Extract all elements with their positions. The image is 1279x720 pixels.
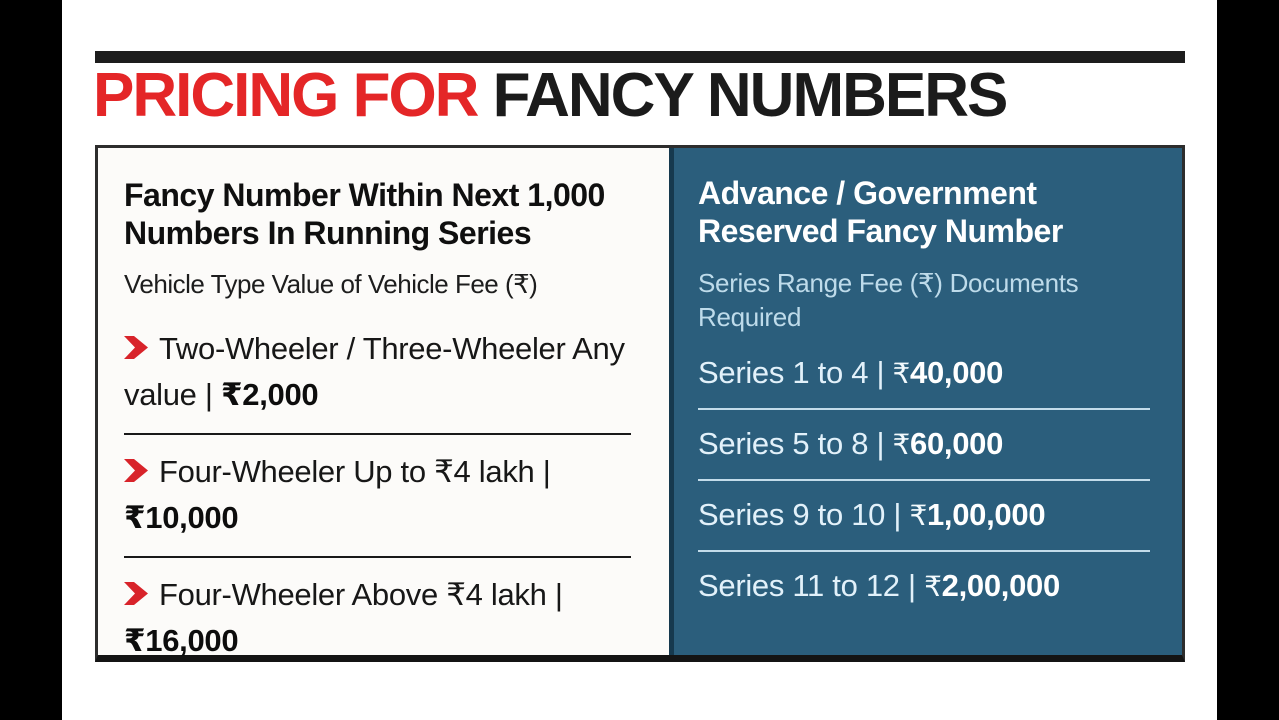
series-row-amount: 1,00,000	[926, 496, 1046, 532]
divider	[698, 408, 1150, 411]
pricing-item-amount: ₹10,000	[124, 500, 239, 536]
running-series-subheading: Vehicle Type Value of Vehicle Fee (₹)	[124, 268, 538, 299]
reserved-heading: Advance / Government Reserved Fancy Numb…	[698, 175, 1063, 250]
reserved-subheading: Series Range Fee (₹) Documents Required	[698, 267, 1079, 332]
page-title: PRICING FOR FANCY NUMBERS	[93, 61, 1009, 130]
pricing-item-text: Four-Wheeler Above ₹4 lakh |	[159, 576, 563, 612]
series-row-label: Series 9 to 10 |	[698, 496, 910, 532]
page-title-black: FANCY NUMBERS	[477, 61, 1009, 130]
divider	[124, 432, 631, 435]
running-series-panel: Fancy Number Within Next 1,000 Numbers I…	[98, 148, 669, 658]
pricing-item-text: Two-Wheeler / Three-Wheeler Any value |	[124, 330, 625, 413]
pricing-item-four-wheeler-above: Four-Wheeler Above ₹4 lakh | ₹16,000	[124, 572, 645, 665]
pricing-item-four-wheeler-upto: Four-Wheeler Up to ₹4 lakh | ₹10,000	[124, 449, 645, 542]
series-row-11-to-12: Series 11 to 12 | ₹2,00,000	[698, 567, 1162, 606]
series-row-amount: 60,000	[910, 426, 1004, 462]
series-row-label: Series 5 to 8 |	[698, 426, 893, 462]
series-row-amount: 40,000	[910, 355, 1004, 391]
rupee-symbol: ₹	[892, 358, 911, 390]
arrow-bullet-icon	[124, 572, 149, 619]
series-row-5-to-8: Series 5 to 8 | ₹60,000	[698, 425, 1162, 464]
pricing-item-amount: ₹16,000	[124, 623, 239, 659]
series-row-label: Series 11 to 12 |	[698, 567, 925, 603]
pricing-item-two-three-wheeler: Two-Wheeler / Three-Wheeler Any value | …	[124, 326, 645, 419]
top-rule	[95, 51, 1185, 63]
reserved-fancy-panel: Advance / Government Reserved Fancy Numb…	[669, 148, 1182, 655]
pricing-item-amount: ₹2,000	[221, 377, 319, 413]
series-row-1-to-4: Series 1 to 4 | ₹40,000	[698, 354, 1162, 393]
right-letterbox-bar	[1217, 0, 1279, 720]
left-letterbox-bar	[0, 0, 62, 720]
pricing-table: Fancy Number Within Next 1,000 Numbers I…	[95, 145, 1185, 662]
rupee-symbol: ₹	[924, 570, 942, 602]
divider	[698, 549, 1150, 552]
rupee-symbol: ₹	[892, 429, 911, 461]
series-row-amount: 2,00,000	[941, 567, 1061, 603]
page-title-red: PRICING FOR	[93, 61, 479, 130]
series-row-label: Series 1 to 4 |	[698, 355, 893, 391]
rupee-symbol: ₹	[909, 499, 927, 531]
arrow-bullet-icon	[124, 326, 149, 373]
running-series-heading: Fancy Number Within Next 1,000 Numbers I…	[124, 177, 605, 252]
divider	[698, 478, 1150, 481]
series-row-9-to-10: Series 9 to 10 | ₹1,00,000	[698, 496, 1162, 535]
divider	[124, 555, 631, 558]
arrow-bullet-icon	[124, 449, 149, 496]
pricing-item-text: Four-Wheeler Up to ₹4 lakh |	[159, 453, 551, 489]
